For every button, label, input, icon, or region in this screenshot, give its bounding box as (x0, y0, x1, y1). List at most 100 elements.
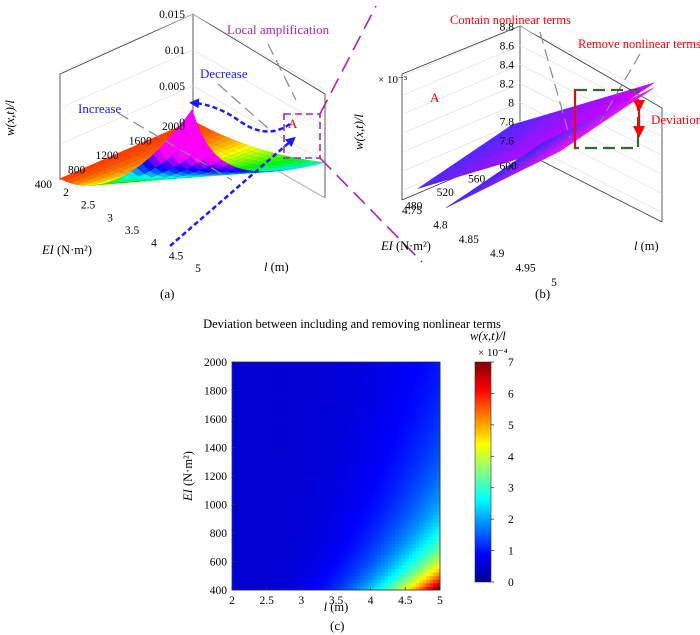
heatmap-cell (311, 568, 316, 573)
heatmap-cell (238, 479, 243, 484)
heatmap-cell (238, 490, 243, 495)
heatmap-cell (398, 515, 403, 520)
heatmap-cell (381, 468, 385, 473)
heatmap-cell (388, 472, 392, 477)
heatmap-cell (325, 426, 330, 431)
heatmap-cell (367, 536, 372, 541)
heatmap-cell (412, 550, 417, 555)
heatmap-cell (238, 561, 243, 566)
heatmap-cell (238, 500, 243, 505)
heatmap-cell (405, 397, 410, 402)
heatmap-cell (349, 476, 354, 480)
heatmap-cell (277, 540, 281, 545)
heatmap-cell (242, 557, 247, 562)
heatmap-cell (232, 436, 236, 441)
heatmap-cell (259, 486, 264, 491)
heatmap-cell (318, 433, 323, 438)
heatmap-cell (242, 443, 247, 448)
heatmap-cell (238, 458, 243, 463)
heatmap-cell (249, 379, 254, 384)
heatmap-cell (252, 486, 257, 491)
heatmap-cell (374, 426, 378, 431)
heatmap-cell (384, 422, 389, 427)
heatmap-cell (329, 394, 333, 399)
heatmap-cell (290, 518, 295, 523)
heatmap-cell (363, 511, 368, 516)
heatmap-cell (360, 486, 365, 491)
heatmap-cell (353, 472, 358, 477)
heatmap-cell (270, 383, 274, 388)
heatmap-cell (381, 497, 385, 502)
heatmap-cell (304, 422, 309, 427)
heatmap-cell (433, 379, 437, 384)
heatmap-cell (408, 362, 413, 366)
heatmap-cell (287, 511, 292, 516)
heatmap-cell (356, 390, 361, 395)
heatmap-cell (408, 540, 413, 545)
heatmap-cell (391, 362, 396, 366)
heatmap-cell (405, 568, 410, 573)
heatmap-cell (433, 550, 437, 555)
heatmap-cell (238, 565, 243, 570)
panel-c: Deviation between including and removing… (181, 317, 514, 633)
heatmap-cell (256, 454, 261, 459)
heatmap-cell (377, 476, 382, 480)
heatmap-cell (318, 451, 323, 456)
heatmap-cell (294, 490, 299, 495)
heatmap-cell (252, 379, 257, 384)
heatmap-cell (384, 525, 389, 530)
heatmap-cell (401, 565, 406, 570)
heatmap-cell (353, 465, 358, 470)
heatmap-cell (259, 372, 264, 377)
heatmap-cell (401, 533, 406, 537)
heatmap-cell (277, 525, 281, 530)
heatmap-cell (394, 379, 399, 384)
heatmap-cell (232, 365, 236, 370)
heatmap-cell (304, 486, 309, 491)
heatmap-cell (297, 522, 302, 527)
heatmap-cell (370, 447, 375, 452)
heatmap-cell (332, 411, 337, 416)
heatmap-cell (339, 383, 344, 388)
heatmap-cell (367, 454, 372, 459)
heatmap-cell (249, 557, 254, 562)
heatmap-cell (384, 561, 389, 566)
heatmap-cell (263, 522, 268, 527)
heatmap-cell (436, 582, 441, 587)
heatmap-cell (356, 408, 361, 413)
heatmap-cell (349, 422, 354, 427)
heatmap-cell (273, 529, 278, 534)
heatmap-cell (360, 543, 365, 548)
heatmap-cell (356, 511, 361, 516)
heatmap-cell (256, 579, 261, 584)
heatmap-cell (360, 568, 365, 573)
heatmap-cell (412, 465, 417, 470)
heatmap-cell (408, 468, 413, 473)
heatmap-cell (356, 443, 361, 448)
panel-c-y-tick: 600 (210, 557, 228, 569)
heatmap-cell (360, 582, 365, 587)
heatmap-cell (242, 568, 247, 573)
heatmap-cell (259, 568, 264, 573)
heatmap-cell (287, 479, 292, 484)
heatmap-cell (433, 511, 437, 516)
heatmap-cell (401, 575, 406, 580)
heatmap-cell (415, 497, 420, 502)
heatmap-cell (412, 575, 417, 580)
heatmap-cell (242, 529, 247, 534)
heatmap-cell (280, 447, 285, 452)
heatmap-cell (433, 376, 437, 381)
heatmap-cell (360, 508, 365, 513)
heatmap-cell (433, 497, 437, 502)
heatmap-cell (256, 483, 261, 488)
heatmap-cell (412, 461, 417, 466)
heatmap-cell (318, 543, 323, 548)
heatmap-cell (374, 394, 378, 399)
heatmap-cell (259, 436, 264, 441)
heatmap-cell (245, 433, 250, 438)
heatmap-cell (353, 408, 358, 413)
heatmap-cell (259, 493, 264, 498)
heatmap-cell (287, 504, 292, 509)
heatmap-cell (360, 472, 365, 477)
heatmap-cell (273, 397, 278, 402)
